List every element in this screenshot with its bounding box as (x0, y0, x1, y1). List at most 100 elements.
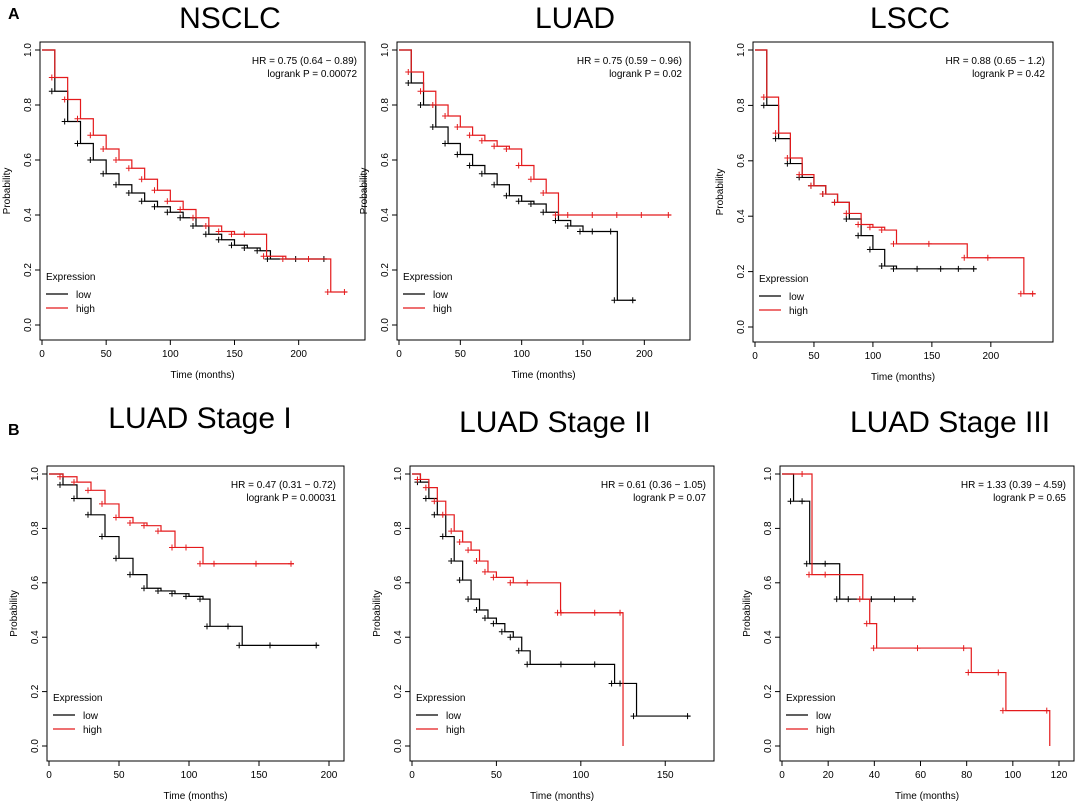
censor-mark-low (225, 623, 231, 630)
censor-mark-high (141, 522, 147, 529)
censor-mark-low (113, 181, 119, 188)
legend-low-label: low (433, 290, 449, 301)
legend-title: Expression (53, 693, 102, 704)
censor-mark-low (267, 642, 273, 649)
y-tick-label: 0.4 (736, 209, 747, 223)
y-tick-label: 0.8 (23, 98, 34, 112)
legend-low-label: low (789, 292, 805, 303)
censor-mark-low (442, 140, 449, 147)
censor-mark-high (127, 519, 133, 526)
censor-mark-high (405, 69, 412, 75)
censor-mark-high (422, 484, 429, 491)
censor-mark-high (856, 596, 863, 603)
censor-mark-low (241, 245, 248, 251)
censor-mark-low (784, 160, 791, 167)
censor-mark-low (465, 596, 472, 603)
censor-mark-high (961, 254, 968, 261)
censor-mark-high (760, 94, 767, 101)
y-tick-label: 1.0 (23, 43, 34, 57)
censor-mark-high (999, 707, 1006, 714)
censor-mark-high (442, 113, 449, 119)
x-tick-label: 0 (46, 770, 52, 781)
x-tick-label: 0 (779, 770, 785, 781)
censor-mark-low (215, 236, 222, 243)
hazard-ratio-text: HR = 0.88 (0.65 − 1.2) (945, 56, 1045, 67)
survival-curve-high (782, 473, 1051, 746)
survival-curve-high (755, 49, 1036, 295)
plot-frame (46, 465, 345, 762)
censor-mark-high (439, 511, 446, 518)
censor-mark-low (141, 585, 147, 592)
censor-mark-high (429, 102, 436, 108)
legend-title: Expression (416, 693, 465, 704)
km-chart-1: 0.0 0.2 0.4 0.6 0.8 1.0 0 50 100 150 200 Time (mont… (2, 41, 366, 381)
legend-high-label: high (76, 304, 95, 315)
censor-mark-high (113, 514, 119, 521)
censor-mark-high (557, 609, 564, 616)
censor-mark-high (819, 191, 826, 198)
y-tick-label: 0.2 (736, 264, 747, 278)
censor-mark-low (197, 596, 203, 603)
censor-mark-high (799, 471, 806, 477)
censor-mark-low (855, 232, 862, 239)
censor-mark-high (466, 132, 473, 139)
y-tick-label: 1.0 (736, 43, 747, 57)
y-tick-label: 0.4 (30, 630, 41, 644)
censor-mark-low (577, 228, 583, 235)
y-tick-label: 0.8 (380, 98, 391, 112)
chart-title-luad: LUAD (534, 2, 616, 35)
censor-mark-high (454, 124, 461, 130)
survival-curve-low (399, 49, 636, 301)
censor-mark-low (204, 623, 210, 630)
km-chart-6: 0.0 0.2 0.4 0.6 0.8 1.0 0 20 40 60 80 100 120 Time (m… (742, 465, 1075, 802)
y-tick-label: 0.4 (763, 630, 774, 644)
chart-title-luad-stage-3: LUAD Stage III (849, 406, 1051, 439)
censor-mark-low (405, 80, 412, 86)
x-axis-label: Time (months) (511, 370, 575, 381)
hazard-ratio-text: HR = 0.75 (0.59 − 0.96) (577, 56, 682, 67)
censor-mark-low (524, 661, 531, 668)
x-tick-label: 100 (181, 770, 198, 781)
legend-high-label: high (816, 725, 835, 736)
plot-frame (39, 41, 366, 341)
censor-mark-low (527, 201, 534, 207)
censor-mark-low (439, 533, 446, 540)
legend-title: Expression (46, 272, 95, 283)
censor-mark-high (540, 190, 547, 196)
censor-mark-low (890, 265, 897, 272)
censor-mark-low (177, 214, 184, 221)
censor-mark-high (843, 210, 850, 217)
panel-label-b: B (8, 422, 20, 439)
censor-mark-low (155, 587, 161, 594)
censor-mark-high (831, 199, 838, 206)
x-tick-label: 200 (290, 349, 307, 360)
censor-mark-low (845, 596, 852, 603)
censor-mark-low (48, 88, 55, 95)
censor-mark-high (99, 500, 105, 507)
censor-mark-low (57, 481, 63, 488)
censor-mark-high (772, 130, 779, 137)
censor-mark-high (984, 254, 991, 261)
x-tick-label: 50 (113, 770, 125, 781)
y-tick-label: 0.2 (380, 263, 391, 277)
y-tick-label: 0.2 (30, 684, 41, 698)
censor-mark-high (1029, 290, 1036, 297)
x-axis-label: Time (months) (895, 791, 959, 802)
censor-mark-high (503, 146, 510, 152)
censor-mark-high (288, 560, 294, 567)
censor-mark-low (799, 498, 806, 505)
logrank-p-text: logrank P = 0.00031 (246, 493, 336, 504)
censor-mark-low (909, 596, 916, 603)
km-chart-2: 0.0 0.2 0.4 0.6 0.8 1.0 0 50 100 150 200 Time (mont… (359, 41, 691, 381)
censor-mark-high (866, 224, 873, 231)
x-tick-label: 80 (961, 770, 973, 781)
censor-mark-low (607, 228, 614, 235)
legend-high-label: high (446, 725, 465, 736)
censor-mark-low (503, 192, 510, 199)
y-tick-label: 0.0 (30, 739, 41, 753)
censor-mark-low (151, 203, 158, 210)
censor-mark-high (925, 240, 932, 247)
censor-mark-low (591, 661, 598, 668)
x-axis-label: Time (months) (163, 791, 227, 802)
censor-mark-high (863, 620, 870, 627)
